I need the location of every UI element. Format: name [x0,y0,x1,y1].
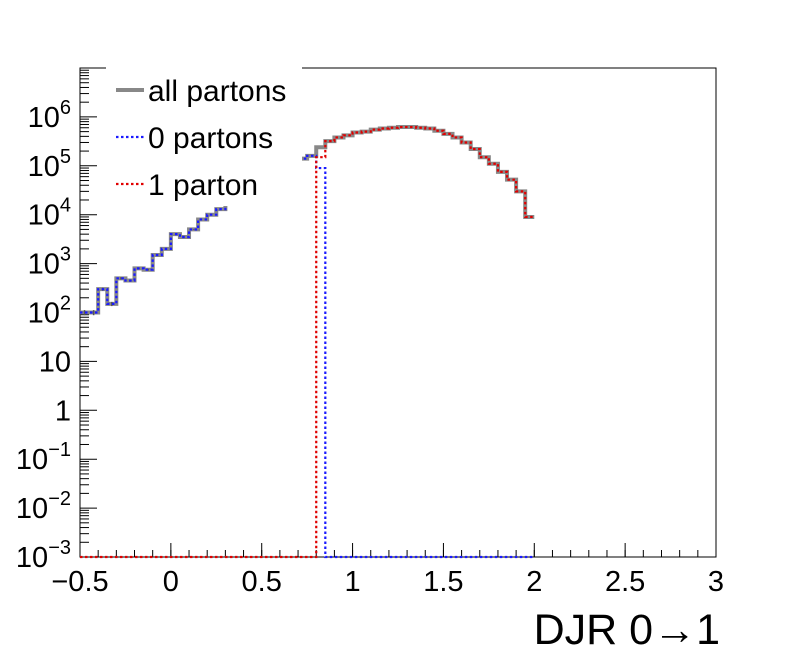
x-tick-label: 3 [708,566,724,598]
series-2-line [80,125,535,559]
y-tick-exponent: 2 [60,293,71,315]
y-tick-base: 10 [16,542,48,574]
axis-tick-labels: −0.5 0 0.5 1 1.5 2 2.5 310−310−210−111010210310… [16,97,724,598]
x-tick-label: 1.5 [423,566,463,598]
x-tick-label: 2 [526,566,542,598]
x-tick-label: 0.5 [242,566,282,598]
y-tick-base: 10 [16,444,48,476]
y-tick-base: 10 [28,200,60,232]
y-tick-exponent: 6 [60,97,71,119]
y-tick-label: 105 [28,146,71,183]
y-tick-label: 1 [55,395,71,427]
x-tick-label: 2.5 [605,566,645,598]
y-tick-label: 106 [28,97,71,134]
y-tick-label: 104 [28,195,71,232]
y-tick-exponent: 3 [60,244,71,266]
y-tick-exponent: −3 [48,537,71,559]
y-tick-base: 10 [28,298,60,330]
legend-label: 1 parton [148,169,258,202]
y-tick-exponent: 5 [60,146,71,168]
y-tick-base: 10 [16,493,48,525]
y-tick-base: 10 [28,151,60,183]
legend-label: all partons [148,75,286,108]
y-tick-base: 10 [39,346,71,378]
x-tick-label: −0.5 [51,566,108,598]
y-tick-label: 10−3 [16,537,71,574]
y-tick-exponent: −1 [48,439,71,461]
y-tick-exponent: 4 [60,195,71,217]
y-tick-label: 10−2 [16,488,71,525]
legend: all partons 0 partons 1 parton [106,66,302,206]
x-tick-label: 0 [163,566,179,598]
y-tick-label: 103 [28,244,71,281]
y-tick-label: 10 [39,346,71,378]
legend-label: 0 partons [148,122,273,155]
y-tick-label: 10−1 [16,439,71,476]
y-tick-base: 1 [55,395,71,427]
y-tick-label: 102 [28,293,71,330]
y-tick-exponent: −2 [48,488,71,510]
x-tick-label: 1 [345,566,361,598]
y-tick-base: 10 [28,249,60,281]
axis-ticks [79,69,717,558]
x-axis-title: DJR 0→1 [534,606,720,654]
y-tick-base: 10 [28,102,60,134]
